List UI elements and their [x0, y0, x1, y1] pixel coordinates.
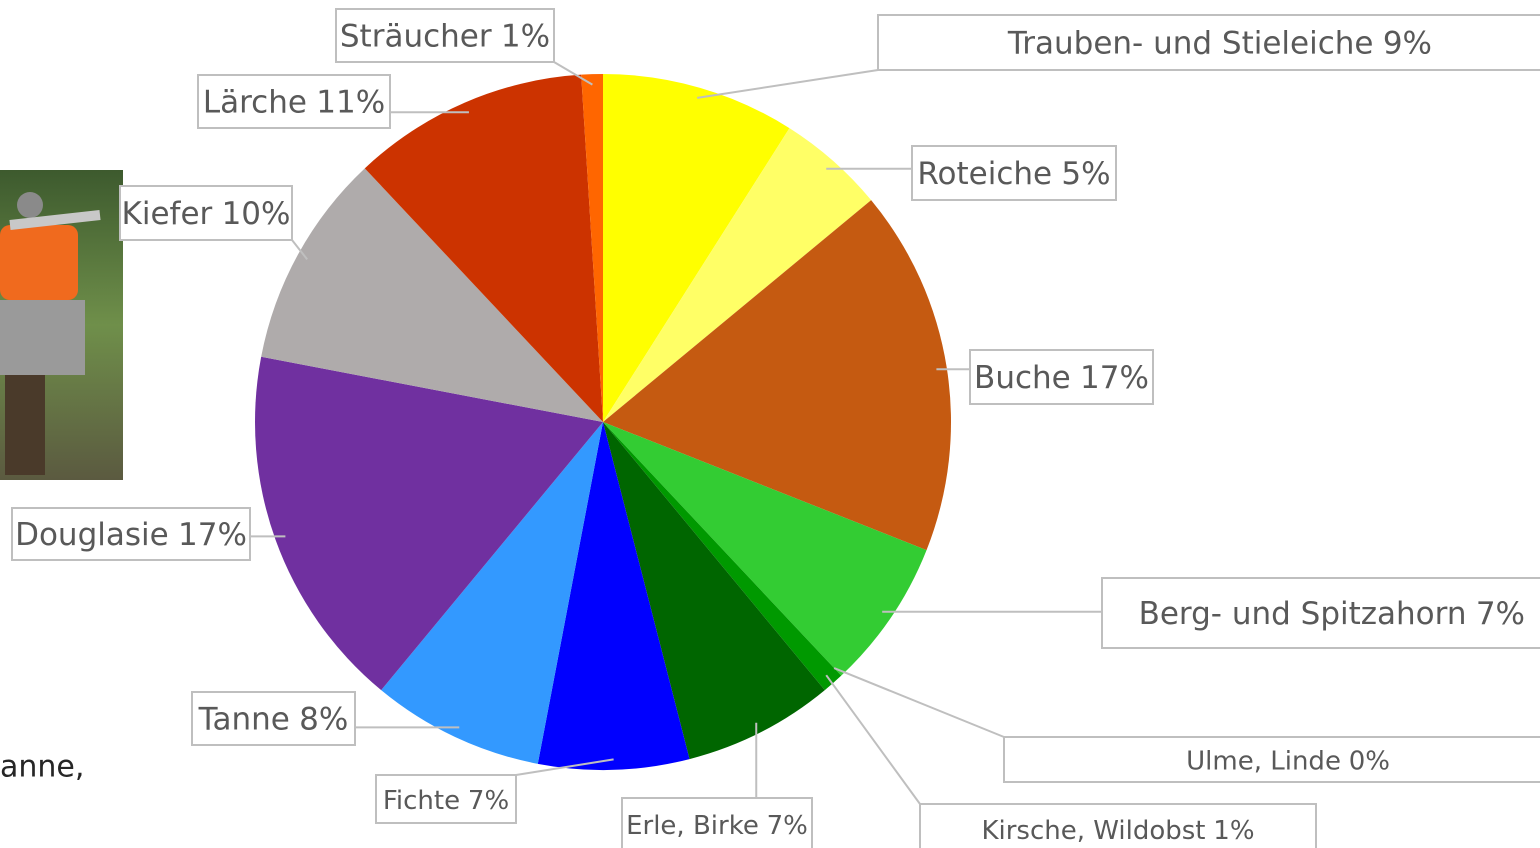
category-label: Buche [974, 360, 1071, 396]
category-label: Lärche [203, 84, 307, 120]
value-label: 5% [1061, 156, 1110, 192]
value-label: 7% [1476, 596, 1525, 632]
data-label: Kirsche, Wildobst 1% [981, 816, 1254, 846]
category-label: Kirsche, Wildobst [981, 816, 1205, 846]
data-label: Ulme, Linde 0% [1186, 746, 1390, 776]
data-label: Erle, Birke 7% [626, 811, 808, 841]
leader-line [826, 675, 920, 804]
category-label: Berg- und Spitzahorn [1139, 596, 1467, 632]
category-label: Tanne [198, 701, 290, 737]
value-label: 11% [316, 84, 385, 120]
value-label: 7% [767, 811, 808, 841]
value-label: 0% [1349, 746, 1390, 776]
slide: anne, Trauben- und Stieleiche9% Roteiche5… [0, 0, 1540, 848]
category-label: Roteiche [917, 156, 1052, 192]
value-label: 1% [501, 18, 550, 54]
category-label: Ulme, Linde [1186, 746, 1341, 776]
category-label: Douglasie [15, 517, 169, 553]
category-label: Trauben- und Stieleiche [1007, 25, 1374, 61]
value-label: 9% [1383, 25, 1432, 61]
category-label: Fichte [383, 786, 460, 816]
leader-line [834, 668, 1004, 737]
category-label: Sträucher [340, 18, 492, 54]
pie [255, 74, 951, 770]
value-label: 8% [299, 701, 348, 737]
value-label: 17% [178, 517, 247, 553]
value-label: 1% [1213, 816, 1254, 846]
leader-line [697, 70, 878, 98]
category-label: Erle, Birke [626, 811, 759, 841]
data-label: Fichte 7% [383, 786, 509, 816]
value-label: 7% [468, 786, 509, 816]
value-label: 17% [1080, 360, 1149, 396]
value-label: 10% [222, 196, 291, 232]
category-label: Kiefer [122, 196, 213, 232]
body-text: anne, [0, 750, 84, 785]
photo [0, 170, 123, 480]
